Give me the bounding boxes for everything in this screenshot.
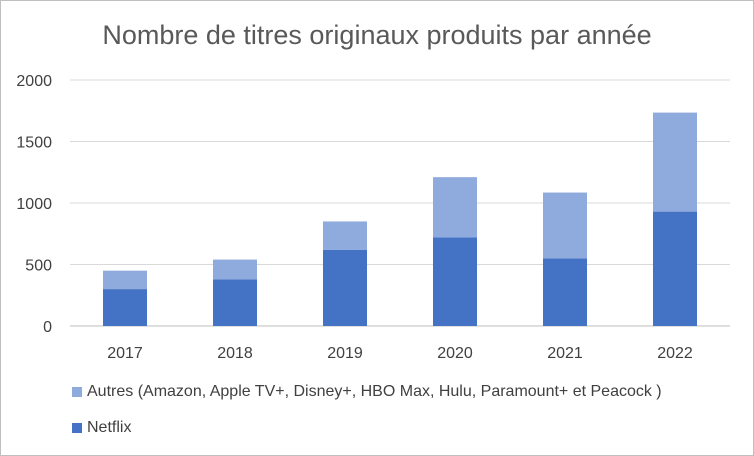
bar-autres-2017 bbox=[103, 270, 147, 290]
y-tick-label-2000: 2000 bbox=[16, 73, 52, 90]
x-tick-label-2022: 2022 bbox=[657, 345, 693, 362]
y-tick-label-1500: 1500 bbox=[16, 135, 52, 152]
bar-netflix-2022 bbox=[653, 211, 697, 326]
bar-netflix-2018 bbox=[213, 279, 257, 326]
bar-autres-2019 bbox=[323, 221, 367, 250]
bar-autres-2018 bbox=[213, 259, 257, 280]
legend-label-netflix: Netflix bbox=[87, 419, 132, 436]
chart-title: Nombre de titres originaux produits par … bbox=[102, 20, 652, 50]
x-tick-label-2021: 2021 bbox=[547, 345, 583, 362]
legend-label-autres: Autres (Amazon, Apple TV+, Disney+, HBO … bbox=[87, 383, 662, 400]
x-tick-label-2019: 2019 bbox=[327, 345, 363, 362]
bar-autres-2020 bbox=[433, 177, 477, 238]
x-tick-label-2017: 2017 bbox=[107, 345, 143, 362]
legend-swatch-autres bbox=[72, 387, 82, 397]
legend-item-autres: Autres (Amazon, Apple TV+, Disney+, HBO … bbox=[72, 383, 662, 401]
legend-swatch-netflix bbox=[72, 423, 82, 433]
bar-netflix-2019 bbox=[323, 249, 367, 326]
bar-autres-2022 bbox=[653, 112, 697, 212]
bar-autres-2021 bbox=[543, 192, 587, 259]
y-tick-label-1000: 1000 bbox=[16, 196, 52, 213]
y-tick-label-500: 500 bbox=[25, 258, 52, 275]
bar-netflix-2020 bbox=[433, 237, 477, 326]
bar-netflix-2017 bbox=[103, 289, 147, 326]
x-tick-label-2018: 2018 bbox=[217, 345, 253, 362]
y-tick-label-0: 0 bbox=[43, 319, 52, 336]
x-tick-label-2020: 2020 bbox=[437, 345, 473, 362]
bar-netflix-2021 bbox=[543, 258, 587, 326]
legend-item-netflix: Netflix bbox=[72, 419, 131, 437]
